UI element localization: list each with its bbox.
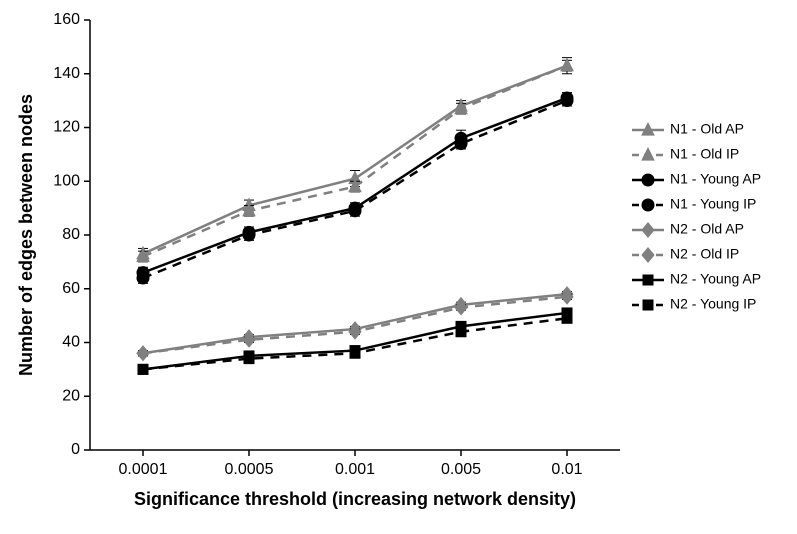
x-tick-label: 0.005 bbox=[441, 461, 481, 478]
legend-item: N1 - Young IP bbox=[632, 196, 756, 212]
legend-label: N1 - Old IP bbox=[670, 146, 739, 162]
legend-label: N2 - Old IP bbox=[670, 246, 739, 262]
y-tick-label: 60 bbox=[62, 280, 80, 297]
legend-item: N1 - Old AP bbox=[632, 121, 744, 137]
legend-label: N1 - Young AP bbox=[670, 171, 761, 187]
series-line-n1_old_ap bbox=[143, 66, 567, 254]
x-axis-label: Significance threshold (increasing netwo… bbox=[134, 489, 576, 509]
legend-item: N2 - Old IP bbox=[632, 246, 739, 262]
y-tick-label: 40 bbox=[62, 334, 80, 351]
legend-label: N2 - Young IP bbox=[670, 296, 756, 312]
legend-item: N2 - Old AP bbox=[632, 221, 744, 237]
y-tick-label: 120 bbox=[53, 119, 80, 136]
x-tick-label: 0.001 bbox=[335, 461, 375, 478]
legend-label: N2 - Old AP bbox=[670, 221, 744, 237]
legend: N1 - Old AP N1 - Old IP N1 - Young AP N1 - … bbox=[632, 121, 761, 312]
legend-item: N1 - Young AP bbox=[632, 171, 761, 187]
x-tick-label: 0.0005 bbox=[225, 461, 274, 478]
chart-svg: 0 20 40 60 80 100 120 140 160 0.0001 0.0005 0.001 0.… bbox=[0, 0, 797, 534]
y-tick-label: 100 bbox=[53, 172, 80, 189]
series-line-n1_old_ip bbox=[143, 66, 567, 257]
legend-item: N2 - Young IP bbox=[632, 296, 756, 312]
x-tick-label: 0.01 bbox=[551, 461, 582, 478]
legend-item: N2 - Young AP bbox=[632, 271, 761, 287]
legend-label: N1 - Old AP bbox=[670, 121, 744, 137]
y-tick-label: 20 bbox=[62, 387, 80, 404]
y-tick-label: 0 bbox=[71, 441, 80, 458]
y-tick-label: 80 bbox=[62, 226, 80, 243]
legend-label: N1 - Young IP bbox=[670, 196, 756, 212]
x-tick-label: 0.0001 bbox=[119, 461, 168, 478]
legend-item: N1 - Old IP bbox=[632, 146, 739, 162]
line-chart: 0 20 40 60 80 100 120 140 160 0.0001 0.0005 0.001 0.… bbox=[0, 0, 797, 534]
y-tick-label: 160 bbox=[53, 11, 80, 28]
legend-label: N2 - Young AP bbox=[670, 271, 761, 287]
y-axis-label: Number of edges between nodes bbox=[16, 94, 36, 376]
y-tick-label: 140 bbox=[53, 65, 80, 82]
